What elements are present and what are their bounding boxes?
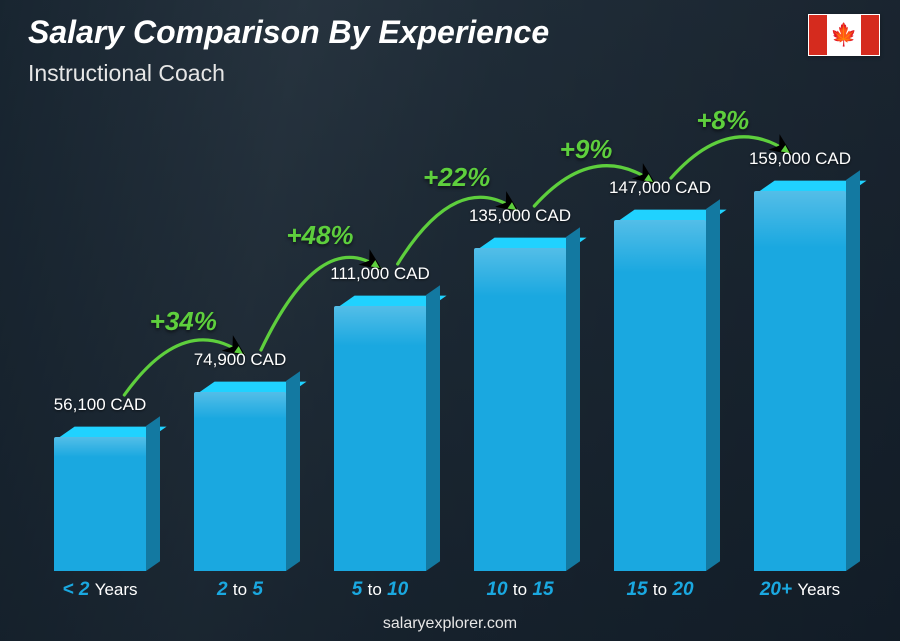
bar-x-label: 5 to 10 [300, 579, 460, 601]
bar-x-label: 15 to 20 [580, 579, 740, 601]
bar-value-label: 159,000 CAD [749, 149, 851, 169]
bar-group: 147,000 CAD15 to 20 [600, 178, 720, 571]
infographic-stage: Salary Comparison By Experience Instruct… [0, 0, 900, 641]
bar-group: 135,000 CAD10 to 15 [460, 206, 580, 571]
increment-percent-label: +48% [286, 220, 353, 251]
bar-group: 56,100 CAD< 2 Years [40, 395, 160, 571]
bar-value-label: 147,000 CAD [609, 178, 711, 198]
site-credit: salaryexplorer.com [0, 615, 900, 633]
bar-x-label: 10 to 15 [440, 579, 600, 601]
chart-title: Salary Comparison By Experience [28, 14, 549, 51]
bar [334, 306, 426, 571]
flag-center: 🍁 [827, 15, 861, 55]
bar-x-label: 20+ Years [720, 579, 880, 601]
increment-percent-label: +8% [696, 105, 749, 136]
bar-value-label: 135,000 CAD [469, 206, 571, 226]
flag-band-right [861, 15, 879, 55]
increment-percent-label: +22% [423, 162, 490, 193]
maple-leaf-icon: 🍁 [830, 24, 857, 46]
bar-value-label: 56,100 CAD [54, 395, 147, 415]
bar-x-label: 2 to 5 [160, 579, 320, 601]
flag-band-left [809, 15, 827, 55]
bar [54, 437, 146, 571]
bar [194, 392, 286, 571]
country-flag-canada: 🍁 [808, 14, 880, 56]
bar-group: 74,900 CAD2 to 5 [180, 350, 300, 571]
bar-value-label: 111,000 CAD [330, 264, 430, 284]
bar-value-label: 74,900 CAD [194, 350, 287, 370]
bar-x-label: < 2 Years [20, 579, 180, 601]
bar-group: 159,000 CAD20+ Years [740, 149, 860, 571]
increment-percent-label: +9% [560, 134, 613, 165]
bar-group: 111,000 CAD5 to 10 [320, 264, 440, 571]
increment-percent-label: +34% [150, 306, 217, 337]
bar [754, 191, 846, 571]
bar [614, 220, 706, 571]
chart-subtitle: Instructional Coach [28, 60, 225, 87]
bar [474, 248, 566, 571]
bar-chart: 56,100 CAD< 2 Years74,900 CAD2 to 5111,0… [40, 101, 860, 601]
